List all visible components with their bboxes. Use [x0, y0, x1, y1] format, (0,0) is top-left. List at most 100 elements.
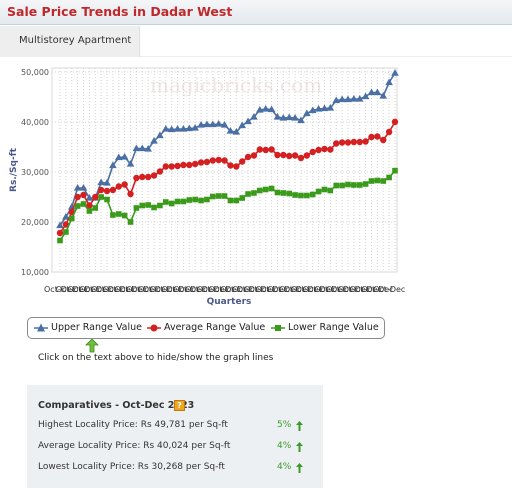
x-tick-label: Oct-Dec [68, 285, 100, 294]
data-point-upper [379, 92, 388, 99]
data-point-average [221, 157, 228, 164]
data-point-lower [380, 178, 387, 184]
data-point-average [227, 162, 234, 169]
x-tick-label: Oct-Dec [256, 285, 288, 294]
data-point-upper [355, 95, 364, 102]
data-point-lower [186, 197, 193, 203]
help-icon[interactable]: ? [174, 400, 185, 411]
data-point-lower [286, 190, 293, 197]
pointer-arrow-icon [85, 339, 99, 353]
data-point-upper [220, 121, 229, 128]
data-point-average [86, 202, 93, 209]
data-point-upper [250, 113, 258, 120]
data-point-average [186, 161, 193, 169]
data-point-average [362, 138, 369, 145]
comparatives-panel: Comparatives - Oct-Dec 2023 ? Highest Lo… [27, 385, 323, 488]
data-point-lower [257, 187, 263, 194]
data-point-upper [303, 109, 311, 117]
data-point-upper [203, 120, 211, 128]
data-point-average [197, 159, 205, 166]
comparative-change-lowest: 4% [277, 462, 292, 472]
data-point-upper [144, 145, 152, 152]
data-point-upper [279, 114, 288, 121]
data-point-upper [197, 121, 205, 128]
data-point-lower [198, 197, 204, 204]
data-point-lower [92, 205, 99, 211]
data-point-average [144, 173, 152, 181]
data-point-average [150, 172, 158, 179]
square-marker-icon [271, 325, 285, 331]
comparative-row-highest: Highest Locality Price: Rs 49,781 per Sq… [38, 420, 228, 430]
x-tick-label: Oct-Dec [244, 285, 276, 294]
data-point-upper [373, 88, 382, 96]
circle-marker-icon [147, 324, 161, 332]
data-point-average [321, 145, 328, 153]
x-tick-label: Oct-Dec [314, 285, 346, 294]
data-point-upper [308, 106, 317, 114]
data-point-upper [332, 96, 341, 104]
x-tick-label: Oct-Dec [115, 285, 147, 294]
x-tick-label: Oct-Dec [209, 285, 241, 294]
price-trend-chart: magicbricks.com 10,000 20,000 30,000 40,000 5… [9, 67, 405, 307]
data-point-average [215, 156, 222, 164]
data-point-lower [204, 196, 210, 203]
data-point-average [327, 146, 334, 153]
data-point-upper [391, 69, 399, 76]
data-point-lower [151, 204, 157, 211]
x-tick-label: Oct-Dec [44, 285, 76, 294]
data-point-average [368, 133, 375, 141]
data-point-average [350, 138, 358, 146]
data-point-average [156, 168, 164, 175]
series-line-2 [59, 170, 396, 241]
data-point-upper [256, 106, 264, 113]
x-tick-label: Oct-Dec [373, 285, 405, 294]
data-point-upper [338, 95, 346, 103]
data-point-upper [350, 95, 358, 102]
data-point-average [109, 186, 117, 194]
data-point-lower [157, 202, 163, 209]
data-point-upper [385, 78, 393, 86]
data-point-lower [333, 182, 340, 189]
x-tick-label: Oct-Dec [338, 285, 370, 294]
y-tick-label: 20,000 [21, 218, 49, 227]
data-point-lower [233, 197, 240, 204]
x-tick-labels: Oct-DecOct-DecOct-DecOct-DecOct-DecOct-D… [44, 285, 405, 294]
data-point-average [385, 128, 393, 136]
x-tick-label: Oct-Dec [197, 285, 229, 294]
data-point-average [233, 163, 240, 170]
data-point-upper [367, 88, 376, 96]
data-point-lower [57, 237, 63, 244]
chart-legend: Upper Range Value Average Range Value Lo… [27, 317, 385, 339]
data-point-lower [174, 198, 181, 205]
data-point-average [97, 186, 105, 194]
data-point-lower [280, 190, 287, 196]
data-point-average [127, 190, 134, 198]
tab-divider [140, 56, 512, 57]
data-point-upper [120, 153, 129, 160]
data-point-lower [374, 177, 381, 184]
data-point-lower [145, 202, 151, 208]
data-point-average [121, 181, 128, 188]
data-point-upper [361, 92, 370, 100]
legend-item-upper[interactable]: Upper Range Value [34, 321, 144, 336]
series-line-0 [59, 72, 396, 226]
data-point-upper [267, 105, 276, 113]
data-point-average [180, 161, 187, 169]
legend-item-average[interactable]: Average Range Value [147, 321, 265, 336]
data-point-lower [298, 192, 304, 199]
data-point-average [80, 191, 87, 199]
title-bar: Sale Price Trends in Dadar West [0, 0, 512, 25]
data-point-average [380, 136, 387, 144]
data-point-lower [127, 219, 134, 225]
data-point-upper [273, 113, 282, 120]
data-point-lower [274, 189, 281, 196]
tab-multistorey-apartment[interactable]: Multistorey Apartment [0, 26, 140, 57]
legend-item-lower[interactable]: Lower Range Value [271, 321, 383, 336]
data-point-average [56, 229, 64, 237]
data-point-lower [345, 181, 351, 188]
data-point-average [268, 146, 275, 153]
data-point-lower [304, 192, 310, 199]
y-tick-label: 10,000 [21, 268, 49, 277]
data-point-lower [133, 205, 140, 211]
data-point-lower [309, 191, 316, 198]
